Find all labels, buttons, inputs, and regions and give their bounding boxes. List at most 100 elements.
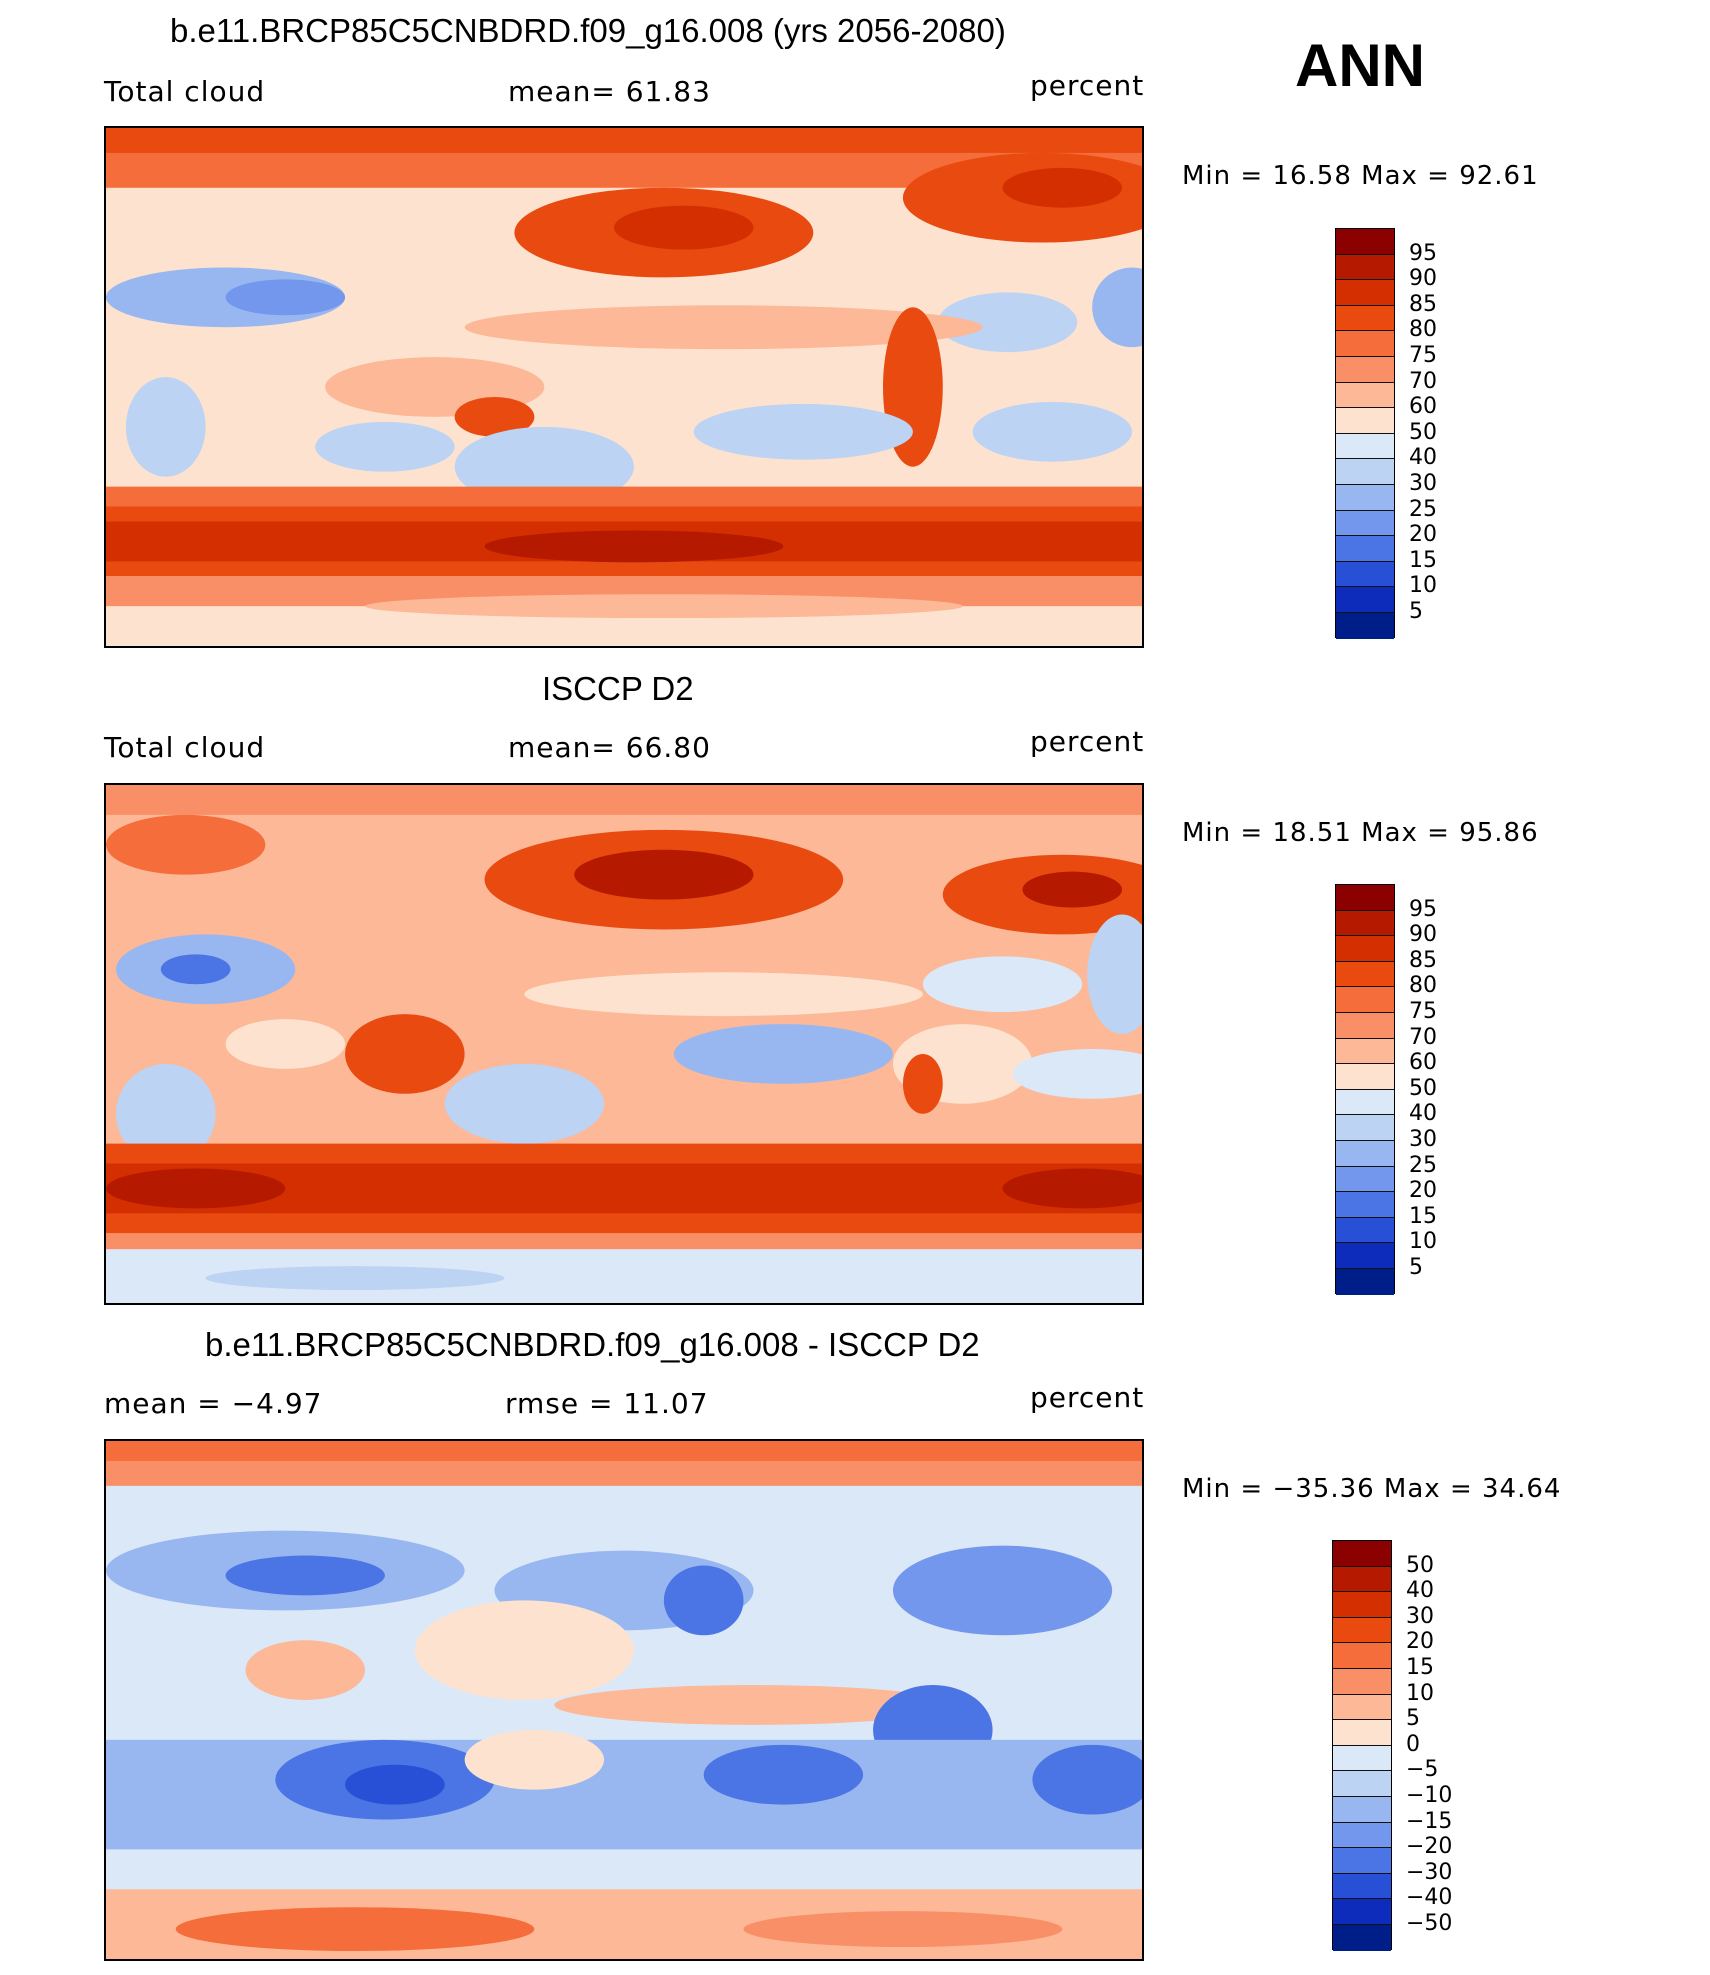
colorbar-swatch <box>1336 254 1394 281</box>
panel-2-title: ISCCP D2 <box>542 670 694 707</box>
colorbar-swatch <box>1336 987 1394 1013</box>
colorbar-swatch <box>1336 1192 1394 1218</box>
colorbar-tick-label: 15 <box>1406 1655 1434 1680</box>
colorbar-swatch <box>1336 1217 1394 1244</box>
colorbar-tick-label: −5 <box>1406 1757 1439 1783</box>
panel-1-title: b.e11.BRCP85C5CNBDRD.f09_g16.008 (yrs 20… <box>170 12 1006 49</box>
colorbar-tick-label: 75 <box>1409 343 1437 368</box>
colorbar-swatch <box>1336 1064 1394 1090</box>
colorbar-tick-label: 50 <box>1409 1075 1437 1101</box>
colorbar-swatch <box>1336 229 1394 255</box>
colorbar-tick-label: 60 <box>1409 394 1437 420</box>
colorbar-tick-label: 80 <box>1409 317 1437 343</box>
colorbar-box <box>1335 228 1395 639</box>
colorbar-swatch <box>1336 536 1394 562</box>
colorbar-tick-label: 80 <box>1409 973 1437 999</box>
panel-3-rmse-label: rmse = 11.07 <box>505 1387 709 1420</box>
colorbar-tick-label: −40 <box>1406 1885 1453 1911</box>
colorbar-swatch <box>1336 1115 1394 1141</box>
colorbar-tick-label: 5 <box>1409 1255 1423 1280</box>
colorbar-tick-label: 15 <box>1409 547 1437 573</box>
colorbar-tick-label: 60 <box>1409 1050 1437 1076</box>
panel-2-units-label: percent <box>1030 725 1145 758</box>
colorbar-tick-label: −10 <box>1406 1783 1453 1808</box>
panel-3-map <box>104 1439 1144 1961</box>
colorbar-tick-label: 5 <box>1406 1706 1420 1732</box>
colorbar-tick-label: 85 <box>1409 947 1437 973</box>
colorbar-swatch <box>1333 1873 1391 1900</box>
colorbar-swatch <box>1336 433 1394 460</box>
colorbar-swatch <box>1333 1566 1391 1593</box>
colorbar-tick-label: 25 <box>1409 1152 1437 1178</box>
panel-1-map <box>104 126 1144 648</box>
colorbar-tick-label: 5 <box>1409 599 1423 624</box>
colorbar-swatch <box>1336 331 1394 357</box>
colorbar-swatch <box>1333 1771 1391 1797</box>
colorbar-tick-label: 70 <box>1409 1024 1437 1050</box>
colorbar-swatch <box>1336 561 1394 588</box>
colorbar-swatch <box>1336 885 1394 911</box>
colorbar-swatch <box>1333 1899 1391 1925</box>
colorbar-swatch <box>1333 1643 1391 1669</box>
colorbar-swatch <box>1336 459 1394 485</box>
colorbar-swatch <box>1333 1797 1391 1823</box>
colorbar-swatch <box>1336 1089 1394 1116</box>
colorbar-swatch <box>1336 408 1394 434</box>
colorbar-tick-label: 30 <box>1409 471 1437 496</box>
panel-3-mean-label: mean = −4.97 <box>104 1387 323 1420</box>
colorbar-tick-label: 30 <box>1409 1127 1437 1152</box>
colorbar-tick-label: 50 <box>1409 419 1437 445</box>
colorbar-swatch <box>1336 613 1394 639</box>
panel-1-mean-label: mean= 61.83 <box>508 75 711 108</box>
colorbar-swatch <box>1333 1925 1391 1951</box>
panel-2-mean-label: mean= 66.80 <box>508 731 711 764</box>
colorbar-box <box>1335 884 1395 1295</box>
colorbar-swatch <box>1333 1694 1391 1721</box>
panel-2-field <box>106 785 1142 1303</box>
colorbar-swatch <box>1336 936 1394 962</box>
panel-2-map <box>104 783 1144 1305</box>
colorbar-swatch <box>1333 1720 1391 1746</box>
colorbar-swatch <box>1336 510 1394 537</box>
panel-3-units-label: percent <box>1030 1381 1145 1414</box>
panel-1-minmax: Min = 16.58 Max = 92.61 <box>1182 161 1539 191</box>
colorbar-tick-label: −50 <box>1406 1911 1453 1936</box>
colorbar-tick-label: 10 <box>1409 1229 1437 1255</box>
colorbar-tick-label: 15 <box>1409 1203 1437 1229</box>
colorbar-tick-label: 95 <box>1409 240 1437 266</box>
panel-1-left-label: Total cloud <box>104 75 266 108</box>
colorbar-swatch <box>1333 1541 1391 1567</box>
colorbar-tick-label: 75 <box>1409 999 1437 1024</box>
panel-3-title: b.e11.BRCP85C5CNBDRD.f09_g16.008 - ISCCP… <box>205 1326 980 1363</box>
colorbar-tick-label: 40 <box>1409 445 1437 471</box>
colorbar-tick-label: 95 <box>1409 896 1437 922</box>
colorbar-swatch <box>1336 1013 1394 1039</box>
panel-1-units-label: percent <box>1030 69 1145 102</box>
colorbar-tick-label: 10 <box>1406 1680 1434 1706</box>
colorbar-swatch <box>1336 961 1394 988</box>
colorbar-tick-label: −20 <box>1406 1834 1453 1860</box>
colorbar-tick-label: 85 <box>1409 291 1437 317</box>
colorbar-tick-label: 25 <box>1409 496 1437 522</box>
colorbar-tick-label: 90 <box>1409 922 1437 948</box>
colorbar-swatch <box>1336 1243 1394 1269</box>
colorbar-tick-label: 20 <box>1406 1629 1434 1655</box>
colorbar-swatch <box>1336 1269 1394 1295</box>
colorbar-tick-label: 0 <box>1406 1731 1420 1757</box>
colorbar-swatch <box>1336 305 1394 332</box>
colorbar-swatch <box>1336 485 1394 511</box>
colorbar-tick-label: 50 <box>1406 1552 1434 1578</box>
colorbar-tick-label: −30 <box>1406 1859 1453 1885</box>
colorbar-swatch <box>1336 1038 1394 1065</box>
colorbar-swatch <box>1333 1822 1391 1849</box>
colorbar-swatch <box>1336 1166 1394 1193</box>
colorbar-tick-label: −15 <box>1406 1808 1453 1834</box>
colorbar-swatch <box>1333 1848 1391 1874</box>
colorbar-box <box>1332 1540 1392 1951</box>
colorbar-swatch <box>1333 1617 1391 1644</box>
panel-2-left-label: Total cloud <box>104 731 266 764</box>
panel-3-minmax: Min = −35.36 Max = 34.64 <box>1182 1474 1562 1504</box>
colorbar-tick-label: 90 <box>1409 266 1437 292</box>
colorbar-swatch <box>1333 1592 1391 1618</box>
panel-3-field <box>106 1441 1142 1959</box>
